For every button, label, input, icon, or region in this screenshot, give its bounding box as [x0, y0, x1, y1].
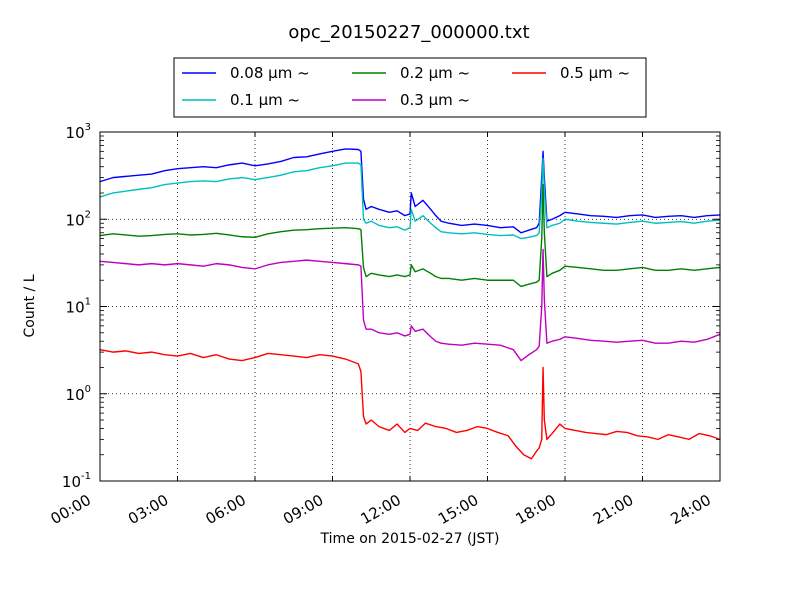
x-tick-label-1: 03:00 [125, 491, 171, 528]
legend-label-1: 0.1 μm ~ [230, 91, 300, 109]
y-axis-label: Count / L [22, 274, 38, 337]
x-tick-label-7: 21:00 [590, 491, 636, 528]
y-tick-label-1: 100 [66, 384, 91, 404]
y-tick-label-0: 10-1 [62, 471, 91, 491]
y-tick-label-base-3: 10 [66, 211, 85, 229]
y-tick-label-exponent-0: -1 [81, 471, 91, 482]
x-tick-label-5: 15:00 [435, 491, 481, 528]
legend-label-3: 0.3 μm ~ [400, 91, 470, 109]
y-tick-label-base-2: 10 [66, 299, 85, 317]
x-tick-label-8: 24:00 [668, 491, 714, 528]
legend-box [173, 57, 647, 118]
series-line-0 [99, 148, 721, 234]
chart-series [99, 148, 721, 460]
legend: 0.08 μm ~ 0.1 μm ~ 0.2 μm ~ 0.3 μm ~ 0.5 μm … [173, 57, 647, 118]
legend-label-0: 0.08 μm ~ [230, 64, 310, 82]
x-tick-label-3: 09:00 [280, 491, 326, 528]
y-tick-label-base-1: 10 [66, 386, 85, 404]
series-line-3 [99, 248, 721, 362]
chart-title: opc_20150227_000000.txt [288, 22, 529, 43]
x-tick-label-4: 12:00 [358, 491, 404, 528]
y-tick-label-exponent-2: 1 [85, 297, 91, 308]
y-tick-label-base-4: 10 [66, 124, 85, 142]
y-tick-label-exponent-4: 3 [85, 122, 91, 133]
chart-axes: 00:00 03:00 06:00 09:00 12:00 15:00 18:00 21:00… [48, 122, 721, 528]
series-line-1 [99, 157, 721, 240]
x-tick-label-0: 00:00 [48, 491, 94, 528]
y-tick-label-base-0: 10 [62, 473, 81, 491]
legend-label-4: 0.5 μm ~ [560, 64, 630, 82]
x-tick-label-2: 06:00 [203, 491, 249, 528]
y-tick-label-2: 101 [66, 297, 91, 317]
series-line-4 [99, 348, 721, 460]
legend-label-2: 0.2 μm ~ [400, 64, 470, 82]
chart-grid [100, 132, 720, 481]
y-tick-label-exponent-3: 2 [85, 209, 91, 220]
y-tick-label-exponent-1: 0 [85, 384, 91, 395]
y-tick-label-4: 103 [66, 122, 91, 142]
x-axis-label: Time on 2015-02-27 (JST) [320, 531, 500, 547]
y-tick-label-3: 102 [66, 209, 91, 229]
x-tick-label-6: 18:00 [513, 491, 559, 528]
series-line-2 [99, 183, 721, 288]
